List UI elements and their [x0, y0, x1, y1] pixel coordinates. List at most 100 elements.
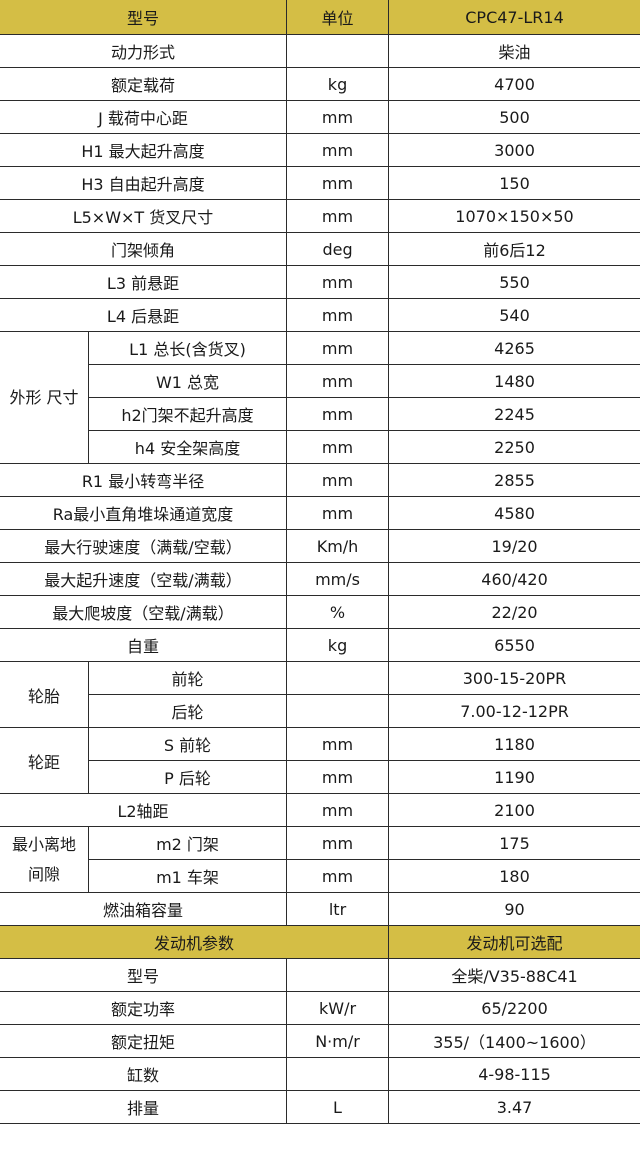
spec-label: h4 安全架高度	[87, 430, 288, 464]
table-row: m1 车架 mm 180	[0, 859, 640, 893]
spec-value: 4580	[388, 496, 640, 530]
spec-label: Ra最小直角堆垛通道宽度	[0, 496, 288, 530]
spec-value: 前6后12	[388, 232, 640, 266]
spec-unit: mm	[286, 397, 390, 431]
spec-label: 动力形式	[0, 34, 288, 68]
spec-value: 150	[388, 166, 640, 200]
table-row: R1 最小转弯半径 mm 2855	[0, 463, 640, 497]
spec-label: S 前轮	[87, 727, 288, 761]
spec-value: 22/20	[388, 595, 640, 629]
spec-value: 4700	[388, 67, 640, 101]
spec-value: 2100	[388, 793, 640, 827]
header-model-label: 型号	[0, 0, 288, 35]
group-label: 最小离地间隙	[0, 826, 89, 893]
spec-label: 额定载荷	[0, 67, 288, 101]
spec-value: 7.00-12-12PR	[388, 694, 640, 728]
spec-unit: Km/h	[286, 529, 390, 563]
spec-unit: mm	[286, 199, 390, 233]
engine-unit	[286, 1057, 390, 1091]
spec-label: 燃油箱容量	[0, 892, 288, 926]
spec-value: 2245	[388, 397, 640, 431]
table-row: 外形 尺寸 L1 总长(含货叉) mm 4265	[0, 331, 640, 464]
table-row: L2轴距 mm 2100	[0, 793, 640, 827]
table-row: 自重 kg 6550	[0, 628, 640, 662]
engine-value: 355/（1400~1600）	[388, 1024, 640, 1058]
spec-unit: mm	[286, 265, 390, 299]
spec-label: L3 前悬距	[0, 265, 288, 299]
table-row: 最大爬坡度（空载/满载）% 22/20	[0, 595, 640, 629]
table-row: P 后轮 mm 1190	[0, 760, 640, 794]
table-row: L3 前悬距 mm 550	[0, 265, 640, 299]
table-row: 额定功率 kW/r 65/2200	[0, 991, 640, 1025]
table-row: 额定载荷 kg 4700	[0, 67, 640, 101]
spec-unit: %	[286, 595, 390, 629]
header-model-value: CPC47-LR14	[388, 0, 640, 35]
spec-value: 2250	[388, 430, 640, 464]
spec-unit: mm	[286, 331, 390, 365]
spec-label: W1 总宽	[87, 364, 288, 398]
spec-table-body: 型号 单位 CPC47-LR14 动力形式 柴油 额定载荷 kg 4700 J 载荷中心距…	[0, 0, 640, 1124]
spec-unit: mm/s	[286, 562, 390, 596]
engine-label: 排量	[0, 1090, 288, 1124]
engine-value: 3.47	[388, 1090, 640, 1124]
spec-unit: mm	[286, 760, 390, 794]
spec-label: m2 门架	[87, 826, 288, 860]
table-row: 最大行驶速度（满载/空载） Km/h 19/20	[0, 529, 640, 563]
spec-value: 1480	[388, 364, 640, 398]
spec-unit: mm	[286, 826, 390, 860]
spec-value: 1180	[388, 727, 640, 761]
spec-value: 6550	[388, 628, 640, 662]
spec-unit	[286, 694, 390, 728]
spec-label: 后轮	[87, 694, 288, 728]
spec-label: L1 总长(含货叉)	[87, 331, 288, 365]
spec-value: 1190	[388, 760, 640, 794]
spec-value: 4265	[388, 331, 640, 365]
engine-label: 额定扭矩	[0, 1024, 288, 1058]
table-row: 缸数 4-98-115	[0, 1057, 640, 1091]
table-row: L4 后悬距 mm 540	[0, 298, 640, 332]
engine-unit: L	[286, 1090, 390, 1124]
table-row: H3 自由起升高度 mm 150	[0, 166, 640, 200]
spec-label: H1 最大起升高度	[0, 133, 288, 167]
table-row: 动力形式 柴油	[0, 34, 640, 68]
header-unit-label: 单位	[286, 0, 390, 35]
engine-label: 缸数	[0, 1057, 288, 1091]
spec-label: 最大起升速度（空载/满载）	[0, 562, 288, 596]
spec-value: 550	[388, 265, 640, 299]
engine-label: 额定功率	[0, 991, 288, 1025]
spec-label: P 后轮	[87, 760, 288, 794]
spec-unit: mm	[286, 859, 390, 893]
table-row: Ra最小直角堆垛通道宽度 mm 4580	[0, 496, 640, 530]
table-row: 燃油箱容量 ltr 90	[0, 892, 640, 926]
spec-unit: kg	[286, 67, 390, 101]
table-row: 最小离地间隙 m2 门架 mm 175	[0, 826, 640, 893]
spec-unit: mm	[286, 298, 390, 332]
spec-value: 90	[388, 892, 640, 926]
spec-label: L5×W×T 货叉尺寸	[0, 199, 288, 233]
spec-label: R1 最小转弯半径	[0, 463, 288, 497]
spec-label: h2门架不起升高度	[87, 397, 288, 431]
spec-unit: mm	[286, 793, 390, 827]
spec-value: 1070×150×50	[388, 199, 640, 233]
table-row: W1 总宽 mm 1480	[0, 364, 640, 398]
spec-unit: kg	[286, 628, 390, 662]
table-row: 型号 全柴/V35-88C41	[0, 958, 640, 992]
spec-unit: mm	[286, 727, 390, 761]
spec-label: 前轮	[87, 661, 288, 695]
table-row: 排量 L 3.47	[0, 1090, 640, 1124]
engine-header-label: 发动机参数	[0, 925, 390, 959]
table-row: H1 最大起升高度 mm 3000	[0, 133, 640, 167]
spec-value: 180	[388, 859, 640, 893]
spec-unit: mm	[286, 133, 390, 167]
spec-value: 2855	[388, 463, 640, 497]
spec-value: 500	[388, 100, 640, 134]
engine-header-row: 发动机参数 发动机可选配	[0, 925, 640, 959]
spec-value: 柴油	[388, 34, 640, 68]
table-row: 后轮 7.00-12-12PR	[0, 694, 640, 728]
spec-unit: mm	[286, 463, 390, 497]
spec-label: L4 后悬距	[0, 298, 288, 332]
engine-unit: N·m/r	[286, 1024, 390, 1058]
spec-value: 19/20	[388, 529, 640, 563]
table-row: 轮胎 前轮 300-15-20PR	[0, 661, 640, 728]
spec-unit: mm	[286, 100, 390, 134]
